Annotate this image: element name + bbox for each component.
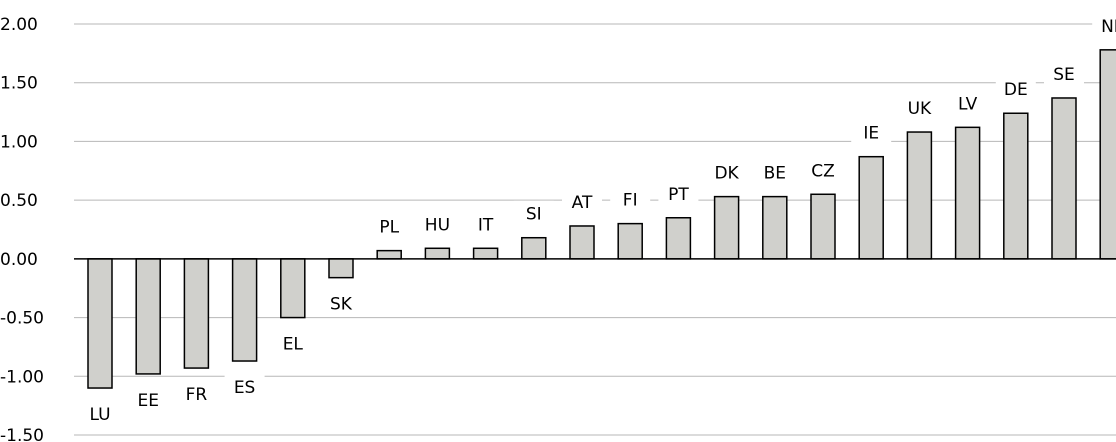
category-label-ie: IE [863,124,879,144]
category-label-cz: CZ [811,161,835,181]
bar-ee [135,258,161,375]
category-label-hu: HU [425,215,450,235]
category-label-pt: PT [668,185,689,205]
y-axis-tick-labels: 2.00 1.50 1.00 0.50 0.00 -0.50 -1.00 -1.50 [0,15,44,442]
bar-sk [328,258,354,279]
category-labels: LU EE FR ES EL SK PL HU IT SI AT FI PT DK BE CZ IE UK LV DE… [80,12,1116,426]
category-label-background [272,330,313,355]
y-tick-label: -1.00 [0,367,44,387]
category-label-at: AT [572,193,593,213]
category-label-background [513,200,554,225]
bar-hu [424,247,451,260]
y-tick-label: 1.00 [0,132,38,152]
bar-fr [183,258,210,369]
bar-at [569,225,595,260]
bar-el [280,258,306,319]
y-tick-label: -0.50 [0,309,44,329]
bar-si [521,236,547,260]
category-label-de: DE [1004,80,1028,100]
category-label-background [803,157,843,182]
category-label-it: IT [478,215,494,235]
category-label-background [369,213,410,238]
bar-dk [713,195,740,260]
category-label-background [417,211,458,236]
category-label-background [80,401,120,426]
category-label-se: SE [1053,65,1075,85]
category-label-background [128,386,169,411]
category-label-background [610,186,651,211]
category-label-background [706,159,747,184]
category-label-background [1044,60,1084,85]
category-label-ee: EE [137,391,158,411]
category-label-dk: DK [714,164,739,184]
bar-lu [87,258,113,389]
bars [87,49,1116,389]
category-label-background [754,159,795,184]
bar-uk [906,131,933,260]
category-label-background [851,119,892,144]
category-label-pl: PL [379,218,399,238]
y-tick-label: -1.50 [0,426,44,442]
bar-lv [954,126,981,260]
bar-pl [376,249,402,260]
bar-fi [617,222,643,260]
y-tick-label: 1.50 [0,74,38,94]
category-label-el: EL [283,335,304,355]
category-label-es: ES [234,378,256,398]
category-label-uk: UK [908,99,932,119]
category-label-background [899,95,940,120]
category-label-fi: FI [623,191,638,211]
y-tick-label: 0.50 [0,191,38,211]
category-label-nl: NL [1101,17,1116,37]
category-label-background [321,290,361,315]
bar-pt [665,217,692,260]
category-label-background [658,180,699,205]
category-label-si: SI [526,205,542,225]
y-tick-label: 0.00 [0,250,38,270]
bar-nl [1099,49,1116,260]
y-tick-label: 2.00 [0,15,38,35]
category-label-lv: LV [958,94,978,114]
category-label-background [176,381,217,406]
category-label-sk: SK [330,295,353,315]
category-label-background [465,211,506,236]
category-label-background [947,90,988,115]
bar-se [1051,97,1077,260]
category-label-background [1092,12,1116,37]
category-label-background [224,374,265,399]
category-label-be: BE [764,164,786,184]
category-label-background [562,188,602,213]
bar-cz [810,193,836,260]
category-label-background [995,76,1036,101]
bar-it [472,247,499,260]
bar-de [1003,112,1029,260]
category-label-fr: FR [186,385,208,405]
bar-ie [858,155,884,260]
bar-es [231,258,258,362]
category-label-lu: LU [89,405,110,425]
bar-be [762,195,788,260]
